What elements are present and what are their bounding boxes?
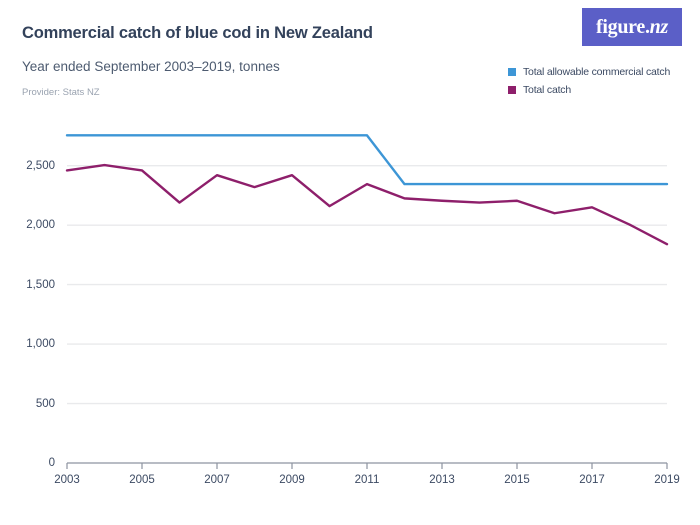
logo-text-main: figure. [596, 16, 650, 38]
y-axis-tick-label: 1,000 [26, 338, 55, 351]
logo-text-italic: nz [649, 16, 669, 38]
x-axis-tick-label: 2009 [279, 474, 305, 486]
x-axis-tick-label: 2019 [654, 474, 680, 486]
legend-item-label: Total allowable commercial catch [523, 66, 671, 78]
x-axis-tick-label: 2007 [204, 474, 230, 486]
chart-subtitle: Year ended September 2003–2019, tonnes [22, 59, 280, 74]
legend-swatch-icon [508, 86, 516, 94]
x-axis-tick-label: 2011 [354, 474, 380, 486]
y-axis-tick-label: 1,500 [26, 278, 55, 291]
y-axis-tick-label: 2,000 [26, 219, 55, 232]
legend-item[interactable]: Total catch [508, 84, 688, 96]
x-axis-tick-label: 2003 [54, 474, 80, 486]
legend-item-label: Total catch [523, 84, 571, 96]
x-axis-tick-label: 2013 [429, 474, 455, 486]
figurenz-logo[interactable]: figure.nz [582, 8, 682, 46]
y-axis-tick-label: 0 [48, 457, 55, 469]
provider-label: Provider: Stats NZ [22, 87, 100, 98]
legend-swatch-icon [508, 68, 516, 76]
series-line[interactable] [65, 163, 669, 246]
chart-legend: Total allowable commercial catch Total c… [508, 66, 688, 102]
x-axis-tick-label: 2017 [579, 474, 605, 486]
page-title: Commercial catch of blue cod in New Zeal… [22, 24, 373, 42]
legend-item[interactable]: Total allowable commercial catch [508, 66, 688, 78]
y-axis-tick-label: 2,500 [26, 159, 55, 172]
logo-text: figure.nz [596, 17, 668, 37]
x-axis-tick-label: 2005 [129, 474, 155, 486]
series-line[interactable] [65, 134, 669, 186]
y-axis-tick-label: 500 [35, 397, 55, 410]
x-axis-tick-label: 2015 [504, 474, 530, 486]
